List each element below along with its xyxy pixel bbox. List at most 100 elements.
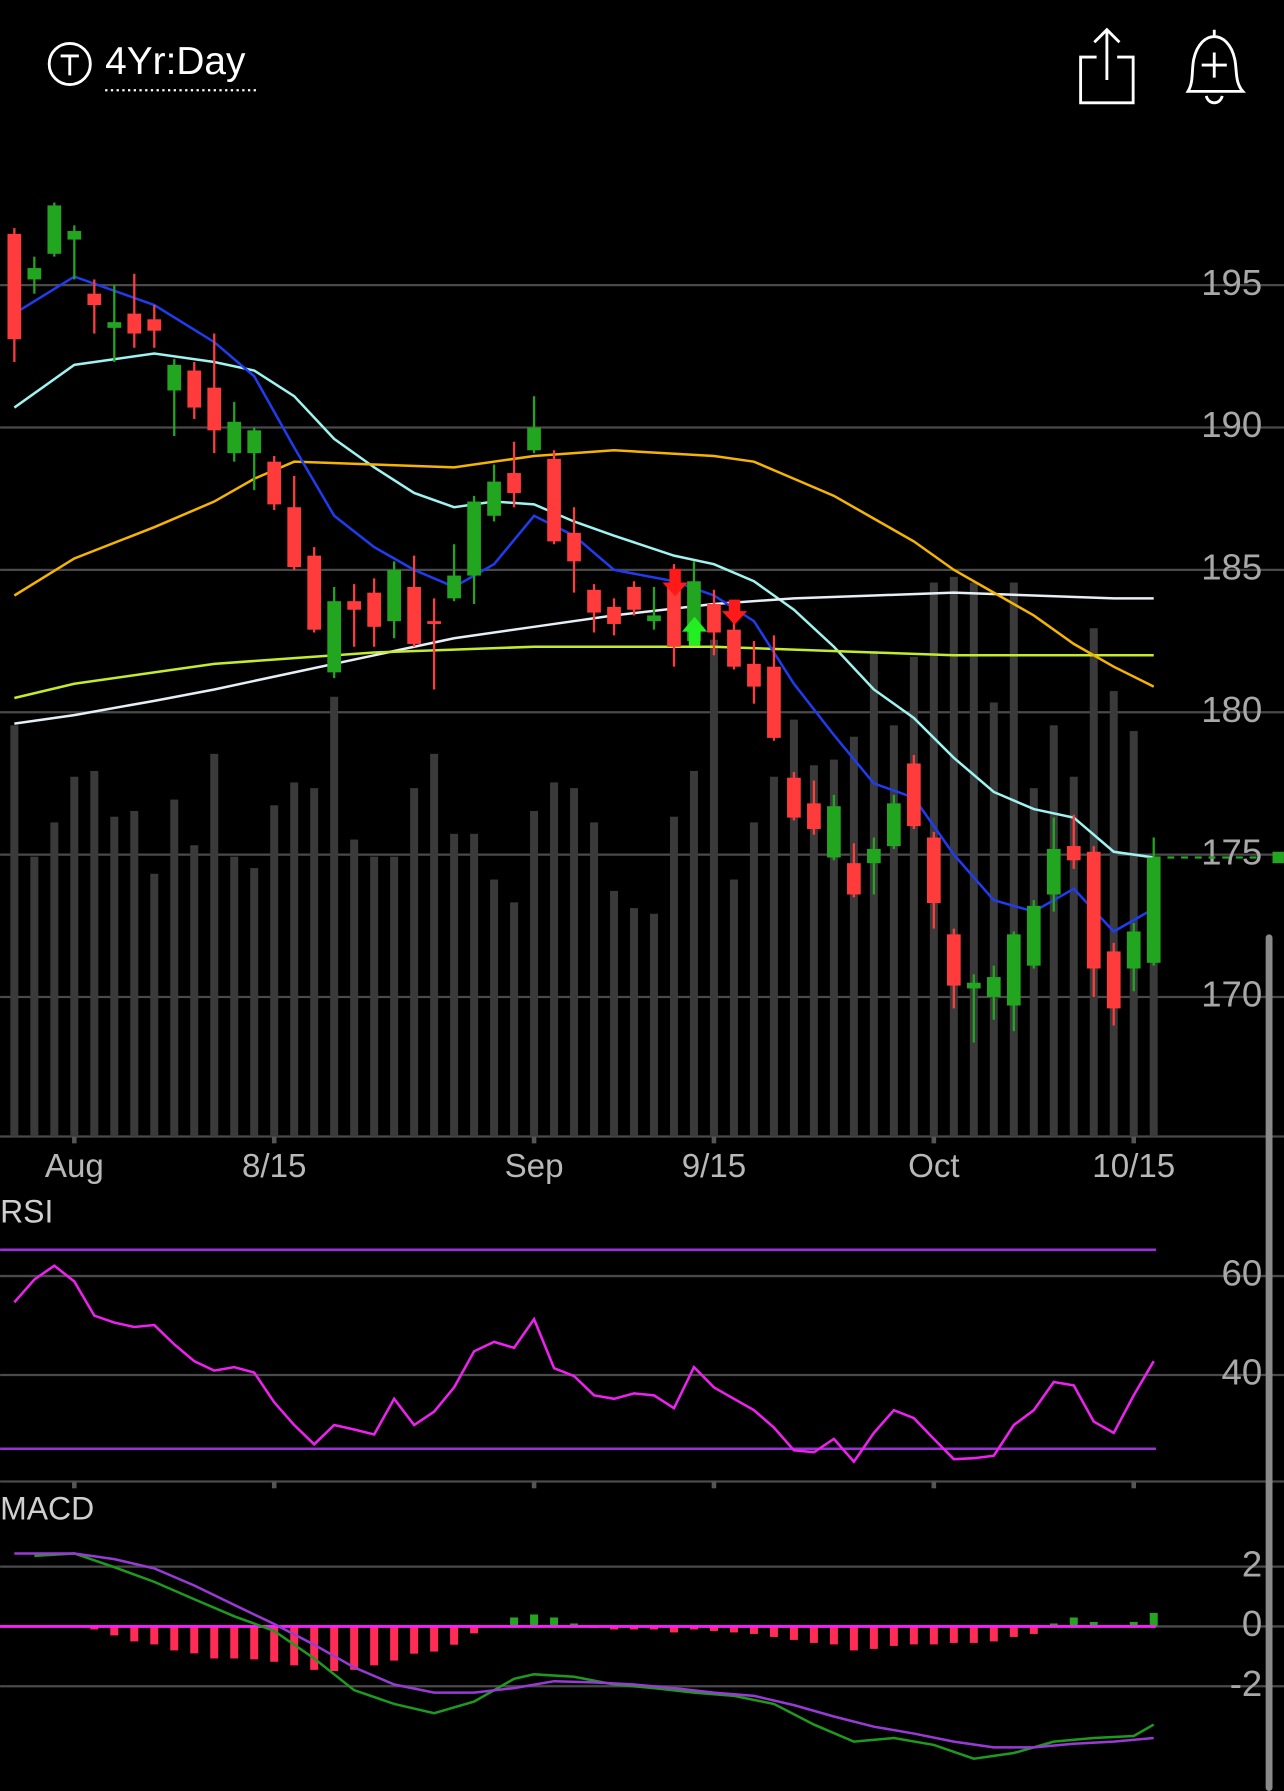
candle-body <box>906 763 921 827</box>
x-tick-label: Sep <box>505 1148 564 1185</box>
candle-body <box>707 604 721 633</box>
histogram-bar <box>829 1626 838 1645</box>
histogram-bar <box>430 1626 439 1652</box>
volume-bar <box>749 822 758 1137</box>
histogram-bar <box>689 1626 698 1630</box>
share-icon-arrow <box>1093 27 1121 80</box>
histogram-bar <box>90 1626 99 1630</box>
histogram-bar <box>410 1626 419 1654</box>
histogram-bar <box>769 1626 778 1637</box>
y-tick-label: 0 <box>1242 1603 1262 1644</box>
volume-bar <box>649 913 658 1137</box>
y-tick-label: 170 <box>1201 974 1262 1015</box>
volume-bar <box>490 879 499 1137</box>
histogram-bar <box>110 1626 119 1636</box>
moving-average <box>13 275 1155 934</box>
candle-body <box>727 629 741 667</box>
candle-body <box>467 501 481 576</box>
y-tick-label: 60 <box>1222 1253 1263 1294</box>
interval-label: 4Yr:Day <box>105 40 246 83</box>
candle-body <box>767 666 781 738</box>
share-button[interactable] <box>1079 27 1135 105</box>
histogram-bar <box>150 1626 159 1645</box>
histogram-bar <box>630 1626 639 1630</box>
candle-body <box>107 322 122 328</box>
histogram-bar <box>649 1626 658 1630</box>
candle-body <box>887 803 901 847</box>
y-tick-label: 185 <box>1201 547 1262 588</box>
histogram-bar <box>1029 1626 1038 1634</box>
candle-body <box>926 837 941 904</box>
y-tick-label: 180 <box>1201 689 1262 730</box>
histogram-bar <box>370 1626 379 1666</box>
histogram-bar <box>210 1626 219 1659</box>
candle-body <box>1006 934 1021 1006</box>
candle-body <box>966 982 981 989</box>
histogram-bar <box>550 1617 559 1627</box>
volume-bar <box>390 856 399 1137</box>
candle-body <box>1086 851 1101 969</box>
candle-body <box>387 569 401 622</box>
y-tick-label: 40 <box>1222 1352 1263 1393</box>
scrollbar[interactable] <box>1265 934 1273 1791</box>
volume-bar <box>450 833 459 1137</box>
volume-bar <box>510 902 519 1137</box>
candle-body <box>587 589 601 613</box>
y-tick-label: 2 <box>1242 1543 1262 1584</box>
candle-body <box>447 575 461 599</box>
histogram-bar <box>929 1626 938 1645</box>
volume-bar <box>1149 913 1158 1137</box>
candle-body <box>7 233 22 340</box>
candle-body <box>1046 848 1061 895</box>
histogram-bar <box>270 1626 279 1662</box>
volume-bar <box>430 753 439 1137</box>
x-tick-label: 9/15 <box>682 1148 746 1185</box>
volume-bar <box>909 656 918 1137</box>
volume-bar <box>689 770 698 1137</box>
x-tick-label: 8/15 <box>242 1148 306 1185</box>
candle-body <box>347 601 362 610</box>
volume-bar <box>10 725 19 1137</box>
candle-body <box>507 473 521 493</box>
timeframe-button[interactable]: 4Yr:Day <box>47 40 259 92</box>
moving-average <box>14 645 1154 700</box>
histogram-bar <box>1009 1626 1018 1637</box>
candle-body <box>307 555 322 630</box>
alert-button[interactable] <box>1185 29 1246 105</box>
histogram-bar <box>1069 1617 1078 1627</box>
histogram-bar <box>669 1626 678 1633</box>
moving-average <box>13 449 1155 688</box>
histogram-bar <box>889 1626 898 1646</box>
candle-body <box>87 293 102 306</box>
volume-bar <box>610 890 619 1137</box>
histogram-bar <box>849 1626 858 1651</box>
candle-body <box>747 663 761 687</box>
volume-bar <box>789 719 798 1137</box>
candle-body <box>147 319 162 331</box>
candle-body <box>167 364 182 391</box>
histogram-bar <box>230 1626 239 1659</box>
volume-bar <box>170 799 179 1137</box>
histogram-bar <box>1089 1621 1098 1627</box>
volume-bar <box>989 702 998 1137</box>
volume-bar <box>1049 725 1058 1137</box>
histogram-bar <box>729 1626 738 1633</box>
rsi-line <box>13 1264 1155 1464</box>
candle-body <box>547 458 561 542</box>
sell-signal <box>721 599 748 625</box>
candle-body <box>327 601 342 673</box>
histogram-bar <box>809 1626 818 1643</box>
macd-line <box>14 1552 1154 1749</box>
candle-body <box>827 806 841 858</box>
macd-line <box>34 1552 1155 1760</box>
volume-bar <box>130 810 139 1137</box>
histogram-bar <box>570 1623 579 1627</box>
candle-body <box>487 481 501 516</box>
histogram-bar <box>130 1626 139 1642</box>
candle-body <box>407 586 421 644</box>
volume-bar <box>90 770 99 1137</box>
volume-bar <box>1069 776 1078 1137</box>
candle-body <box>567 532 581 562</box>
volume-bar <box>809 765 818 1137</box>
